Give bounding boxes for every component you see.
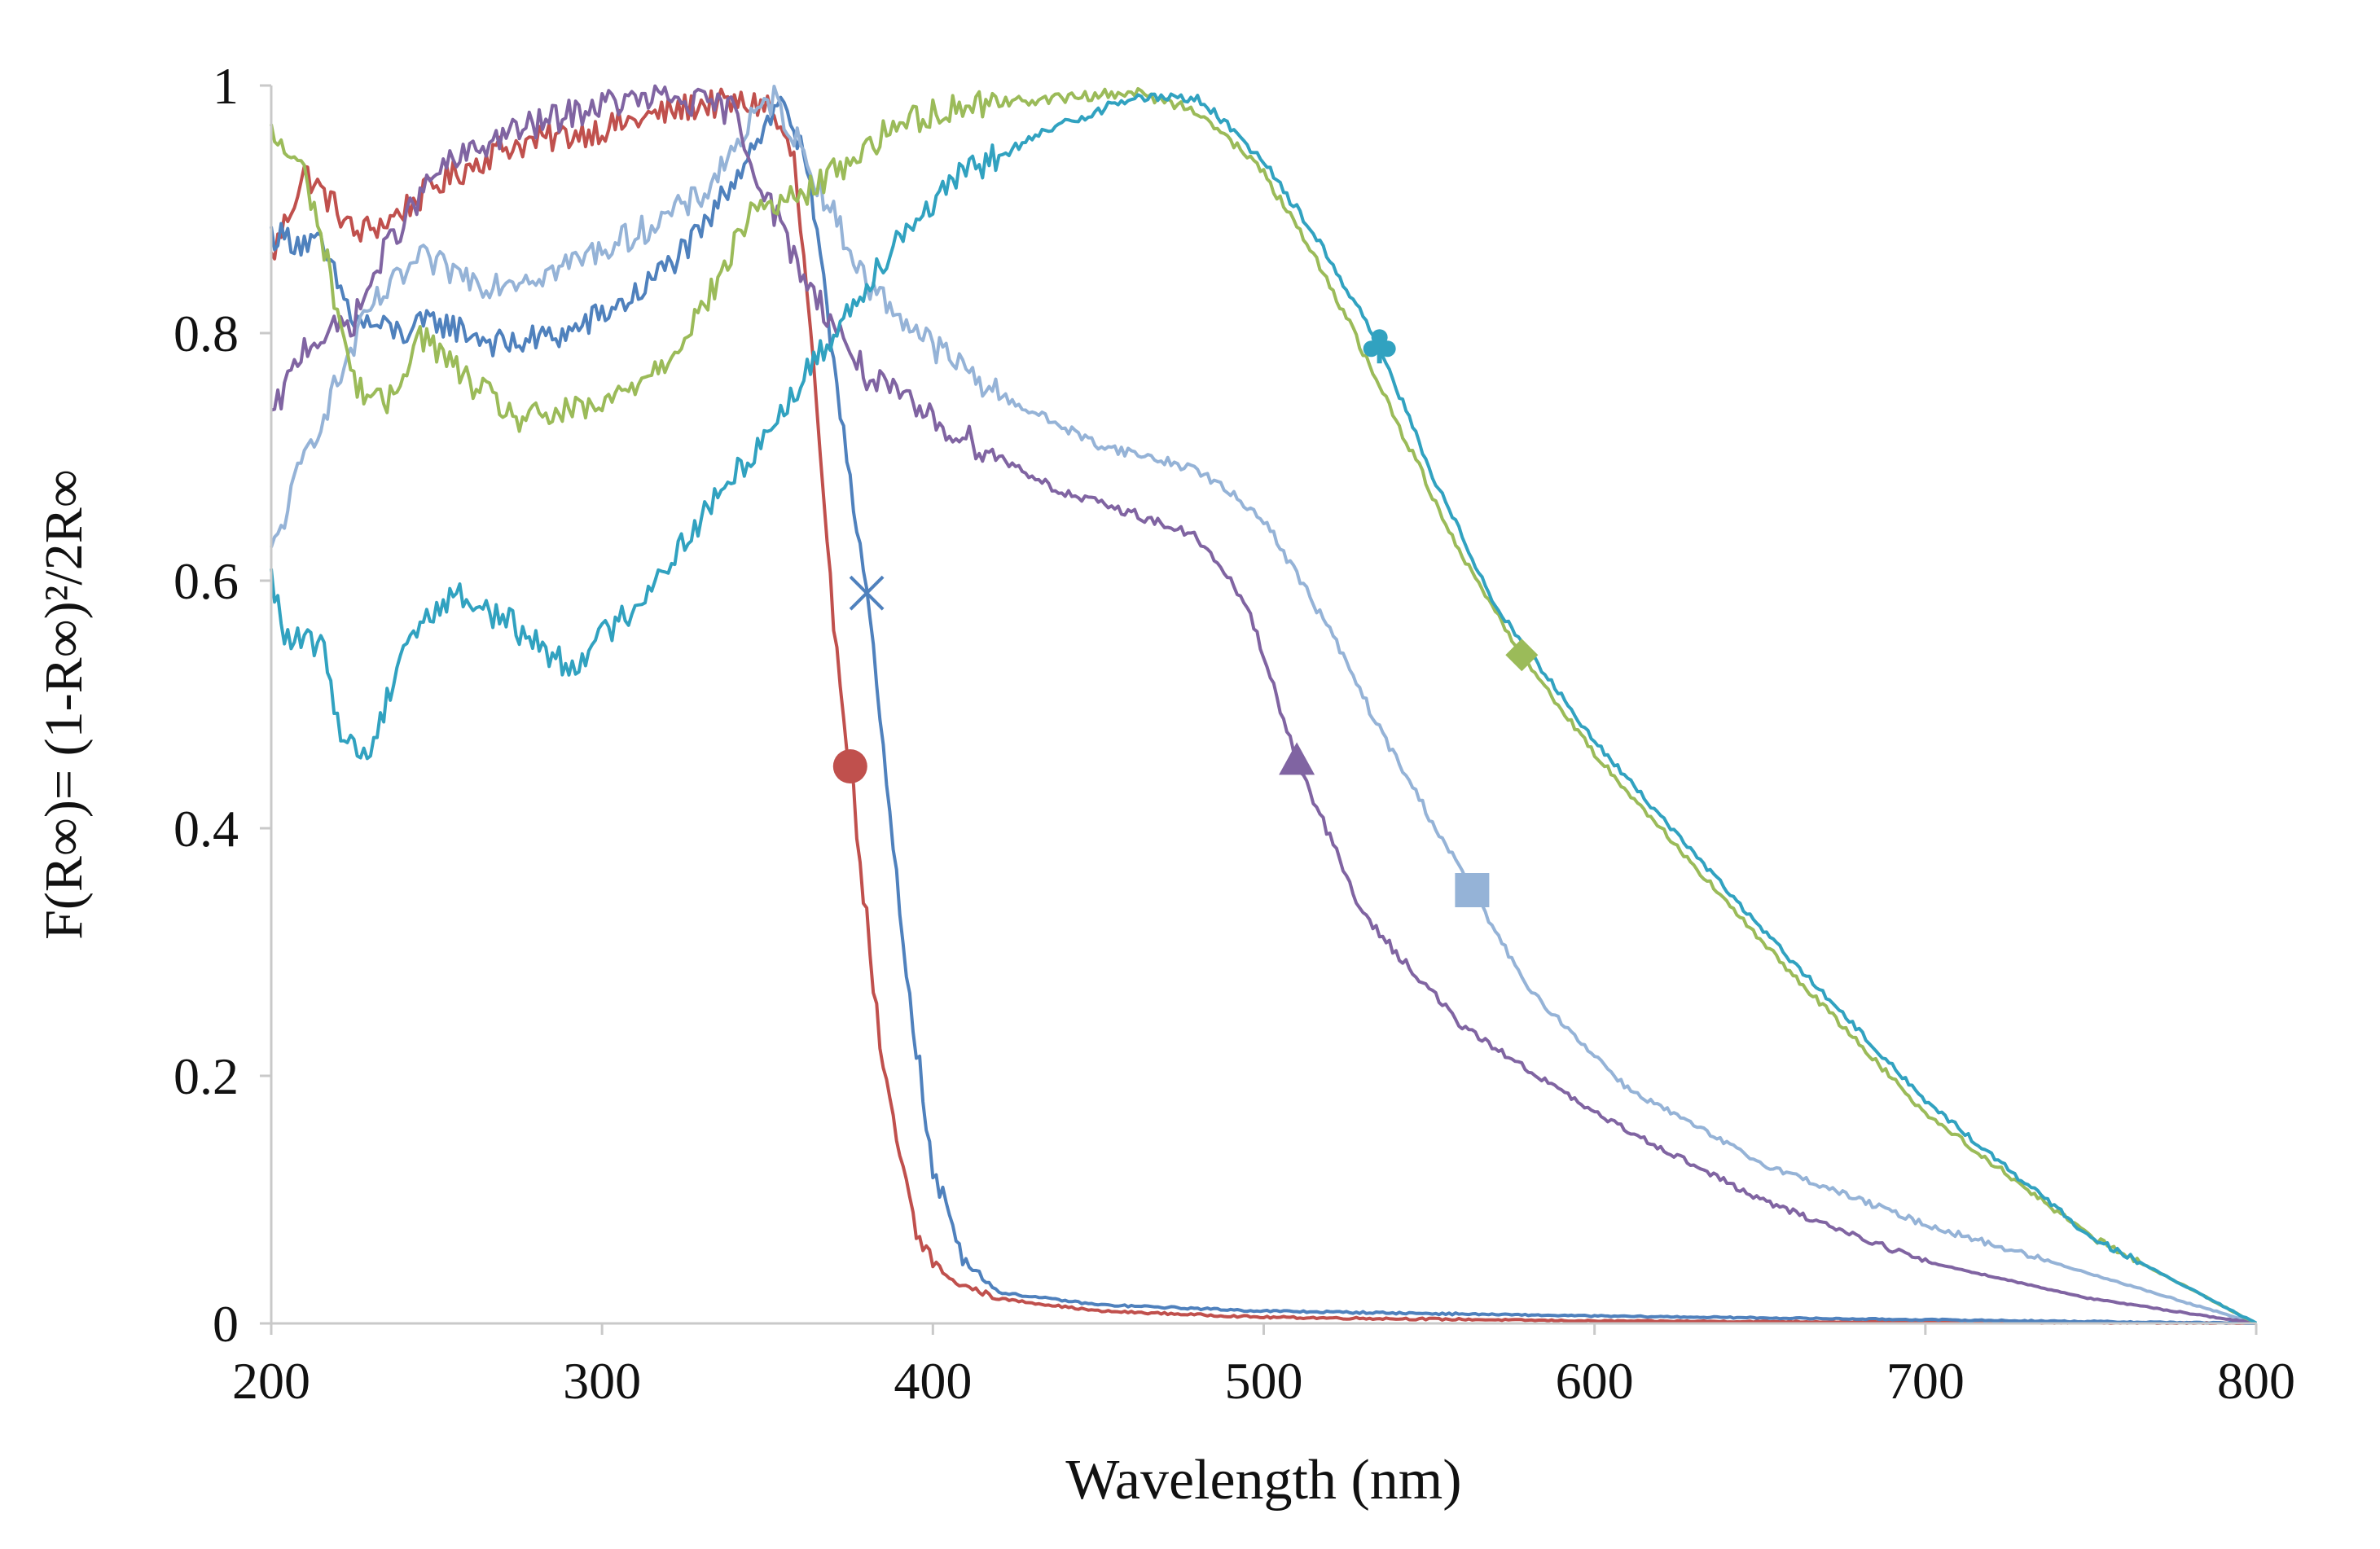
- series-marker-5: [1363, 329, 1396, 364]
- y-axis-label: F(R∞)= (1-R∞)²/2R∞: [34, 469, 94, 940]
- y-tick-label: 0.8: [173, 305, 239, 362]
- series-layer: [270, 84, 2258, 1325]
- x-tick-label: 200: [232, 1352, 310, 1410]
- y-tick-label: 0.2: [173, 1047, 239, 1105]
- x-tick-label: 600: [1556, 1352, 1634, 1410]
- series-line-2: [270, 85, 2257, 1325]
- x-tick-label: 700: [1886, 1352, 1965, 1410]
- y-ticks: 0 0.2 0.4 0.6 0.8 1: [173, 57, 271, 1353]
- series-line-5: [270, 92, 2258, 1325]
- y-tick-label: 0: [213, 1295, 239, 1353]
- series-marker-4: [1505, 638, 1539, 672]
- y-tick-label: 0.4: [173, 800, 239, 858]
- x-ticks: 200 300 400 500 600 700 800: [232, 1323, 2295, 1410]
- x-tick-label: 800: [2217, 1352, 2295, 1410]
- x-tick-label: 300: [563, 1352, 641, 1410]
- x-axis-label: Wavelength (nm): [1065, 1449, 1461, 1512]
- y-tick-label: 0.6: [173, 552, 239, 610]
- markers-layer: [832, 329, 1539, 907]
- series-marker-0: [832, 749, 867, 783]
- y-tick-label: 1: [213, 57, 239, 115]
- x-tick-label: 400: [894, 1352, 972, 1410]
- series-line-3: [270, 84, 2257, 1325]
- axes-layer: 200 300 400 500 600 700 800 0 0.2 0.4 0.6 0.8 1: [173, 57, 2295, 1410]
- series-marker-1: [849, 575, 885, 611]
- x-tick-label: 500: [1225, 1352, 1303, 1410]
- series-line-0: [270, 87, 2257, 1325]
- series-line-4: [270, 86, 2257, 1325]
- series-line-1: [270, 95, 2257, 1325]
- series-marker-2: [1455, 873, 1490, 907]
- series-marker-3: [1279, 742, 1315, 775]
